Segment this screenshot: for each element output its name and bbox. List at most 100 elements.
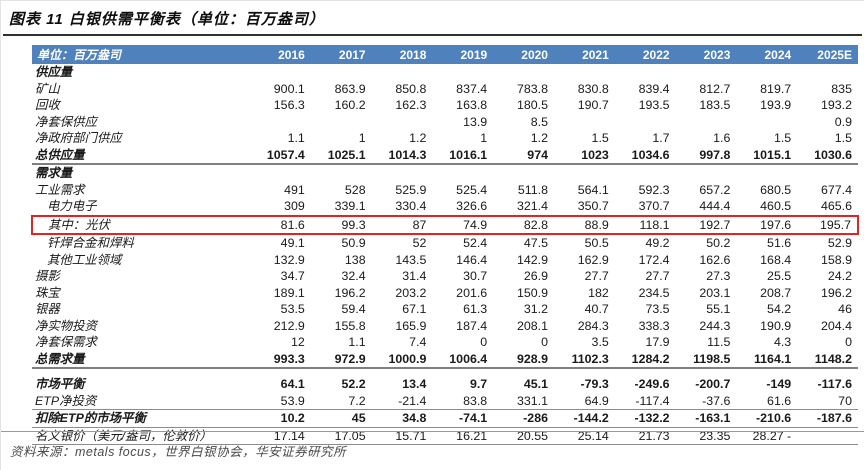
value-cell: 511.8 <box>517 182 548 197</box>
header-year-2020: 2020 <box>493 45 554 64</box>
value-cell: 8.5 <box>530 114 548 129</box>
value-cell: 7.4 <box>409 335 427 349</box>
value-cell: 928.9 <box>493 350 554 369</box>
value-cell: -79.3 <box>580 377 609 391</box>
value-cell: -117.4 <box>614 392 676 410</box>
value-cell: 40.7 <box>584 302 609 316</box>
value-cell: -37.6 <box>675 392 737 410</box>
value-cell: 156.3 <box>273 98 305 112</box>
value-cell: 680.5 <box>760 182 792 197</box>
value-cell: 162.3 <box>395 98 427 112</box>
table-row: 扣除ETP的市场平衡 10.2 45 34.8 -74.1 -286 -144.2 -132.… <box>32 409 858 428</box>
value-cell: 592.3 <box>638 182 670 197</box>
value-cell: 165.9 <box>395 318 427 333</box>
row-label: 珠宝 <box>35 285 60 300</box>
value-cell <box>250 164 311 182</box>
value-cell: 31.4 <box>402 269 427 283</box>
value-cell: 196.2 <box>334 285 366 300</box>
value-cell: 46 <box>838 302 852 316</box>
table-row: 珠宝 189.1 196.2 203.2 201.6 150.9 182 234.5 203.1… <box>32 285 858 302</box>
value-cell: 172.4 <box>638 252 670 267</box>
value-cell: 196.2 <box>820 285 852 300</box>
row-label: 回收 <box>35 98 60 112</box>
header-year-2024: 2024 <box>736 45 798 64</box>
value-cell: 155.8 <box>334 318 366 333</box>
value-cell <box>676 64 737 81</box>
table-row: 其中：光伏 81.6 99.3 87 74.9 82.8 88.9 118.1 192.7 197… <box>31 214 859 235</box>
row-label: 扣除ETP的市场平衡 <box>32 409 250 428</box>
value-cell: 52 <box>412 236 427 250</box>
value-cell: 82.8 <box>493 214 554 235</box>
value-cell: 1284.2 <box>614 350 676 369</box>
value-cell: 81.6 <box>250 214 311 235</box>
value-cell: 1015.1 <box>736 146 798 165</box>
table-row: 工业需求 491 528 525.9 525.4 511.8 564.1 592.3 657.2… <box>32 182 858 199</box>
header-year-2023: 2023 <box>675 45 737 64</box>
value-cell: 27.3 <box>706 269 731 283</box>
value-cell: 338.3 <box>638 318 670 333</box>
value-cell: 49.1 <box>280 236 305 250</box>
value-cell: 50.5 <box>584 236 609 250</box>
row-label: 矿山 <box>35 81 60 96</box>
value-cell <box>615 64 676 81</box>
value-cell: 201.6 <box>456 285 488 300</box>
value-cell: 339.1 <box>334 199 366 213</box>
value-cell: 192.7 <box>675 214 737 235</box>
value-cell: 158.9 <box>820 252 852 267</box>
row-label: 净政府部门供应 <box>35 131 122 145</box>
header-year-2025E: 2025E <box>797 45 858 64</box>
value-cell <box>432 164 493 182</box>
value-cell: 1164.1 <box>736 350 798 369</box>
table-row: 市场平衡 64.1 52.2 13.4 9.7 45.1 -79.3 -249.6 -200.7… <box>32 368 858 393</box>
value-cell: 1102.3 <box>553 350 615 369</box>
value-cell: 208.7 <box>760 285 792 300</box>
value-cell: 47.5 <box>523 236 548 250</box>
value-cell: 74.9 <box>432 214 494 235</box>
value-cell: 150.9 <box>516 285 548 300</box>
value-cell <box>311 114 372 131</box>
title-divider <box>3 34 862 36</box>
row-label: 总需求量 <box>32 350 250 369</box>
value-cell: 528 <box>344 182 366 197</box>
value-cell: 1148.2 <box>797 350 858 369</box>
value-cell <box>311 64 372 81</box>
table-row: 其他工业领域 132.9 138 143.5 146.4 142.9 162.9 172.4 1… <box>32 252 858 269</box>
row-label: 需求量 <box>35 166 73 180</box>
header-unit-label: 单位：百万盎司 <box>32 45 250 64</box>
value-cell: 1034.6 <box>614 146 676 165</box>
value-cell: 34.8 <box>371 409 433 428</box>
value-cell: 1.7 <box>652 131 670 145</box>
value-cell: -200.7 <box>695 377 731 391</box>
value-cell: 1025.1 <box>310 146 372 165</box>
value-cell: 997.8 <box>675 146 737 165</box>
row-label: 其中：光伏 <box>31 214 250 235</box>
value-cell: 189.1 <box>273 285 305 300</box>
value-cell: 331.1 <box>493 392 554 410</box>
value-cell: 54.2 <box>767 302 792 316</box>
value-cell: -132.2 <box>614 409 676 428</box>
row-label: 净套保供应 <box>35 114 97 129</box>
value-cell: 330.4 <box>395 199 427 213</box>
value-cell <box>676 164 737 182</box>
value-cell <box>372 114 433 131</box>
table-row: 净套保供应 13.9 8.5 0.9 <box>32 114 858 131</box>
header-year-2019: 2019 <box>432 45 494 64</box>
value-cell: 99.3 <box>310 214 372 235</box>
value-cell <box>372 164 433 182</box>
value-cell: 45.1 <box>523 377 548 391</box>
value-cell: 460.5 <box>760 199 792 213</box>
value-cell: 321.4 <box>516 199 548 213</box>
value-cell: 187.4 <box>456 318 488 333</box>
value-cell: 52.2 <box>341 377 366 391</box>
value-cell: 7.2 <box>310 392 372 410</box>
table-row: 银器 53.5 59.4 67.1 61.3 31.2 40.7 73.5 55.1 54.2 46 <box>32 301 858 318</box>
value-cell: 1 <box>358 131 366 145</box>
value-cell <box>615 164 676 182</box>
value-cell: 819.7 <box>760 81 792 96</box>
header-year-2022: 2022 <box>614 45 676 64</box>
value-cell: 12 <box>291 335 305 349</box>
value-cell: 25.5 <box>767 269 792 283</box>
value-cell <box>676 114 737 131</box>
table-row: 摄影 34.7 32.4 31.4 30.7 26.9 27.7 27.7 27.3 25.5 24… <box>32 268 858 285</box>
value-cell: 863.9 <box>334 81 366 96</box>
